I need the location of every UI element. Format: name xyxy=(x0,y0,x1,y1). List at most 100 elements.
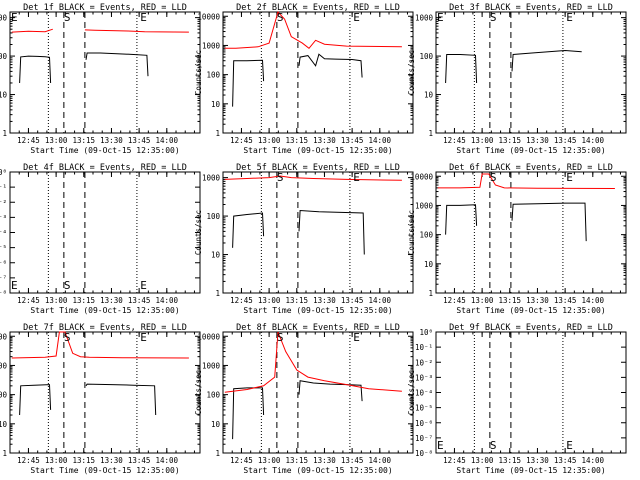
x-tick-label: 13:30 xyxy=(313,456,336,465)
x-tick-label: 13:30 xyxy=(100,456,123,465)
x-tick-label: 13:45 xyxy=(554,136,577,145)
y-tick-label: 1000 xyxy=(202,41,221,50)
y-tick-label: 10⁻⁸ xyxy=(0,289,7,298)
lld-line xyxy=(437,173,615,189)
y-tick-label: 1000 xyxy=(415,14,434,23)
marker-s-label: S xyxy=(277,171,284,184)
events-line xyxy=(511,49,582,72)
y-tick-label: 10 xyxy=(211,420,221,429)
x-tick-label: 14:00 xyxy=(582,456,605,465)
marker-s-label: S xyxy=(277,331,284,344)
y-tick-label: 10 xyxy=(0,91,7,100)
x-tick-label: 13:00 xyxy=(471,296,494,305)
y-tick-label: 10000 xyxy=(410,172,433,181)
y-axis-label: Counts/sec xyxy=(407,210,416,255)
y-tick-label: 1000 xyxy=(0,14,7,23)
x-tick-label: 13:15 xyxy=(498,296,521,305)
x-tick-label: 13:30 xyxy=(100,136,123,145)
x-tick-label: 13:15 xyxy=(498,136,521,145)
panel-title: Det 7f BLACK = Events, RED = LLD xyxy=(23,323,187,333)
y-tick-label: 1000 xyxy=(202,174,221,183)
y-tick-label: 1 xyxy=(215,449,220,458)
marker-e-label: E xyxy=(566,11,573,24)
y-tick-label: 1 xyxy=(428,289,433,298)
events-line xyxy=(85,52,149,77)
x-tick-label: 12:45 xyxy=(17,456,40,465)
marker-s-label: S xyxy=(277,11,284,24)
x-tick-label: 13:45 xyxy=(128,296,151,305)
panel-det-1f: Det 1f BLACK = Events, RED = LLD 1 10 100 10… xyxy=(0,3,201,155)
marker-e-left-label: E xyxy=(437,11,444,24)
y-axis-label: Counts/sec xyxy=(194,210,203,255)
y-tick-label: 1 xyxy=(215,289,220,298)
events-line xyxy=(298,209,365,255)
x-axis-label: Start Time (09-Oct-15 12:35:00) xyxy=(243,466,392,475)
x-axis-label: Start Time (09-Oct-15 12:35:00) xyxy=(243,306,392,315)
y-tick-label: 10⁻² xyxy=(415,358,433,367)
x-tick-label: 13:30 xyxy=(526,296,549,305)
plot-frame xyxy=(435,331,627,454)
x-axis-label: Start Time (09-Oct-15 12:35:00) xyxy=(456,466,605,475)
panel-title: Det 2f BLACK = Events, RED = LLD xyxy=(236,3,400,13)
marker-e-left-label: E xyxy=(11,279,18,292)
y-tick-label: 100 xyxy=(0,52,7,61)
y-tick-label: 1 xyxy=(2,449,7,458)
y-tick-label: 10⁻⁷ xyxy=(415,434,433,443)
y-tick-label: 10⁻⁴ xyxy=(415,389,433,398)
y-tick-label: 10⁻⁷ xyxy=(0,274,7,283)
y-tick-label: 10⁻⁵ xyxy=(415,404,433,413)
x-tick-label: 13:00 xyxy=(471,456,494,465)
x-tick-label: 12:45 xyxy=(230,296,253,305)
panel-det-6f: Det 6f BLACK = Events, RED = LLD 1 10 100 10… xyxy=(407,163,627,315)
panel-det-4f: Det 4f BLACK = Events, RED = LLD 10⁻⁸ 10⁻⁷… xyxy=(0,163,201,315)
x-tick-label: 13:15 xyxy=(285,456,308,465)
x-tick-label: 13:30 xyxy=(526,136,549,145)
y-tick-label: 10⁻⁵ xyxy=(0,244,7,253)
panel-det-7f: Det 7f BLACK = Events, RED = LLD 1 10 100 10… xyxy=(0,323,201,475)
x-tick-label: 13:00 xyxy=(45,136,68,145)
panel-title: Det 8f BLACK = Events, RED = LLD xyxy=(236,323,400,333)
x-axis-label: Start Time (09-Oct-15 12:35:00) xyxy=(30,466,179,475)
panel-title: Det 3f BLACK = Events, RED = LLD xyxy=(449,3,613,13)
marker-e-label: E xyxy=(566,439,573,452)
lld-line xyxy=(11,331,189,359)
y-tick-label: 1000 xyxy=(202,361,221,370)
marker-s-label: S xyxy=(64,11,71,24)
y-axis-label: Counts/sec xyxy=(407,50,416,95)
x-tick-label: 14:00 xyxy=(369,296,392,305)
x-tick-label: 13:30 xyxy=(526,456,549,465)
marker-e-left-label: E xyxy=(437,439,444,452)
marker-s-label: S xyxy=(490,171,497,184)
y-tick-label: 100 xyxy=(206,71,220,80)
plot-frame xyxy=(222,331,414,454)
x-tick-label: 12:45 xyxy=(230,136,253,145)
x-tick-label: 14:00 xyxy=(369,456,392,465)
x-tick-label: 13:00 xyxy=(45,456,68,465)
lld-line xyxy=(84,29,189,33)
y-axis-label: Counts/sec xyxy=(194,370,203,415)
panel-det-9f: Det 9f BLACK = Events, RED = LLD 10⁻⁸ 10⁻⁷… xyxy=(407,323,627,475)
x-tick-label: 13:45 xyxy=(341,456,364,465)
x-tick-label: 13:15 xyxy=(498,456,521,465)
marker-s-label: S xyxy=(64,279,71,292)
x-tick-label: 14:00 xyxy=(582,296,605,305)
marker-s-label: S xyxy=(490,11,497,24)
panel-title: Det 6f BLACK = Events, RED = LLD xyxy=(449,163,613,173)
x-tick-label: 13:00 xyxy=(471,136,494,145)
y-axis-label: Counts/sec xyxy=(407,370,416,415)
x-tick-label: 12:45 xyxy=(443,296,466,305)
y-tick-label: 10 xyxy=(211,100,221,109)
x-tick-label: 12:45 xyxy=(230,456,253,465)
x-tick-label: 13:00 xyxy=(45,296,68,305)
y-tick-label: 100 xyxy=(206,391,220,400)
events-line xyxy=(445,204,478,235)
x-tick-label: 13:45 xyxy=(128,456,151,465)
panel-det-8f: Det 8f BLACK = Events, RED = LLD 1 10 100 10… xyxy=(194,323,414,475)
lld-line xyxy=(224,11,402,49)
panel-title: Det 1f BLACK = Events, RED = LLD xyxy=(23,3,187,13)
y-tick-label: 10⁻¹ xyxy=(0,183,7,192)
events-line xyxy=(19,384,52,416)
x-tick-label: 13:45 xyxy=(554,296,577,305)
marker-e-label: E xyxy=(353,331,360,344)
